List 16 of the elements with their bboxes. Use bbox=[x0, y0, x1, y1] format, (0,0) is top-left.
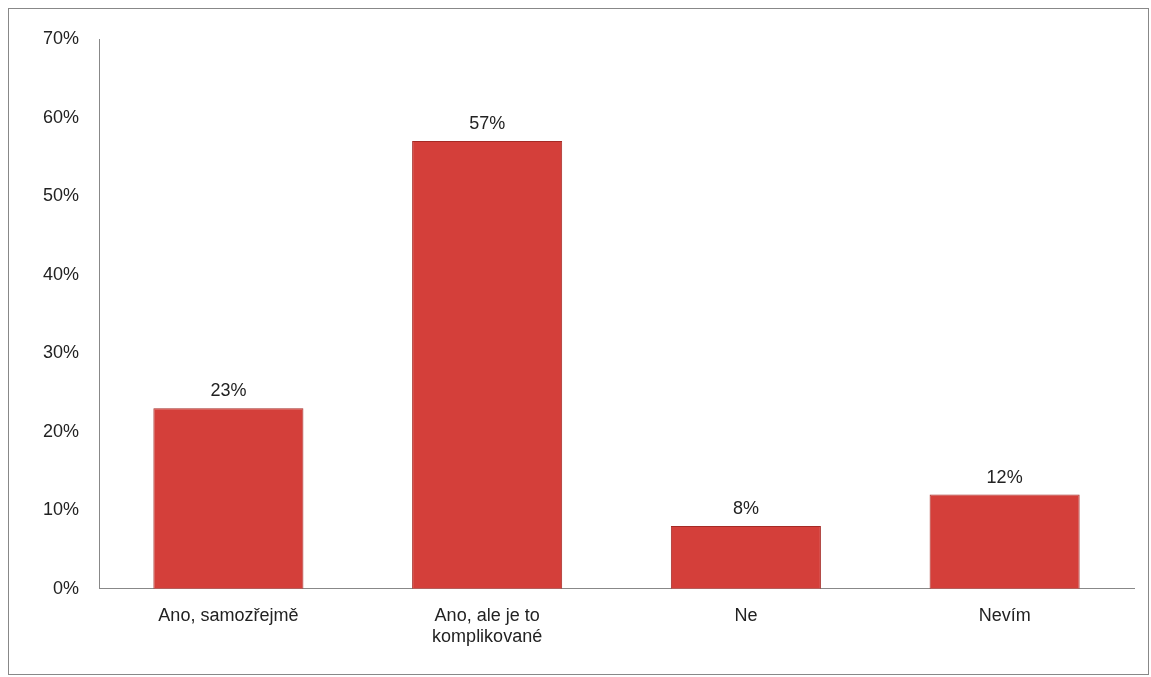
data-label: 8% bbox=[732, 497, 759, 518]
y-tick-label: 70% bbox=[43, 27, 80, 48]
y-tick-label: 20% bbox=[43, 420, 80, 441]
y-tick-label: 30% bbox=[43, 342, 80, 363]
data-label: 57% bbox=[469, 113, 506, 134]
x-tick-label: Nevím bbox=[978, 604, 1031, 625]
y-tick-label: 10% bbox=[43, 499, 80, 520]
x-tick-label: Ne bbox=[734, 604, 758, 625]
x-tick-label: Ano, ale je to komplikované bbox=[432, 604, 543, 647]
data-label: 23% bbox=[210, 380, 247, 401]
x-tick-label: Ano, samozřejmě bbox=[158, 604, 299, 625]
y-tick-label: 60% bbox=[43, 106, 80, 127]
data-label: 12% bbox=[986, 466, 1023, 487]
y-tick-label: 0% bbox=[53, 577, 80, 598]
y-tick-label: 50% bbox=[43, 185, 80, 206]
y-tick-label: 40% bbox=[43, 263, 80, 284]
